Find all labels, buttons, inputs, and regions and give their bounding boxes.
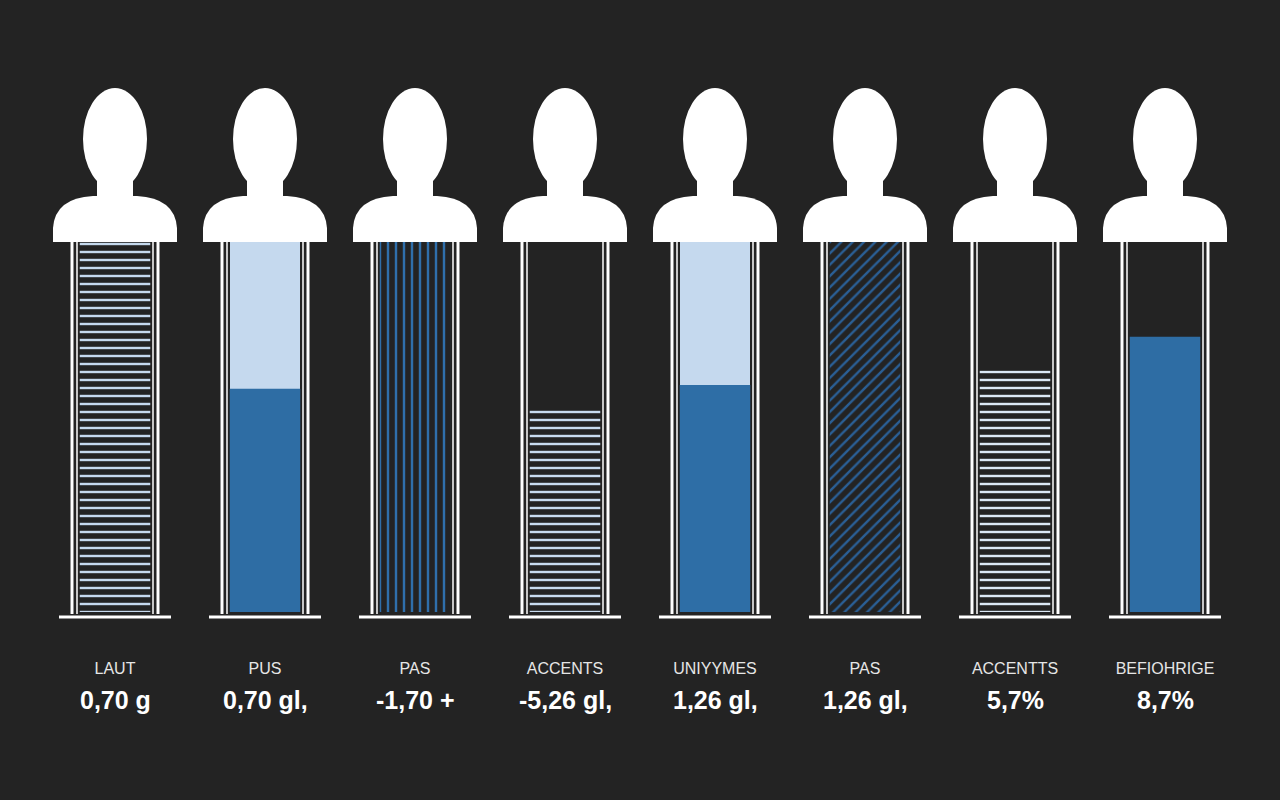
svg-text:-5,26 gl,: -5,26 gl,: [519, 686, 612, 714]
svg-text:ACCENTTS: ACCENTTS: [972, 660, 1058, 677]
svg-text:BEFIOHRIGE: BEFIOHRIGE: [1116, 660, 1215, 677]
svg-text:ACCENTS: ACCENTS: [527, 660, 603, 677]
svg-text:0,70 gl,: 0,70 gl,: [223, 686, 308, 714]
svg-text:-1,70 +: -1,70 +: [376, 686, 455, 714]
svg-text:8,7%: 8,7%: [1137, 686, 1194, 714]
svg-text:1,26 gl,: 1,26 gl,: [823, 686, 908, 714]
svg-text:0,70 g: 0,70 g: [80, 686, 151, 714]
svg-text:UNIYYMES: UNIYYMES: [673, 660, 757, 677]
svg-text:5,7%: 5,7%: [987, 686, 1044, 714]
svg-text:PAS: PAS: [400, 660, 431, 677]
svg-text:LAUT: LAUT: [95, 660, 136, 677]
svg-text:1,26 gl,: 1,26 gl,: [673, 686, 758, 714]
svg-text:PAS: PAS: [850, 660, 881, 677]
svg-text:PUS: PUS: [249, 660, 282, 677]
